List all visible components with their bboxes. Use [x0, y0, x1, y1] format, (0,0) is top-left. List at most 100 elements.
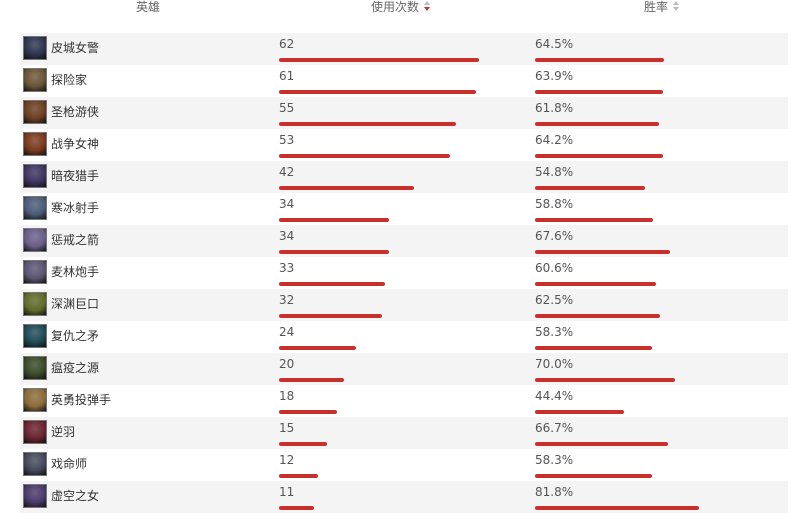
winrate-value: 64.2% — [535, 133, 574, 147]
winrate-bar — [535, 346, 652, 350]
kogmaw-portrait-icon — [23, 292, 47, 316]
winrate-value: 58.8% — [535, 197, 574, 211]
hero-name[interactable]: 寒冰射手 — [51, 201, 100, 215]
winrate-value: 81.8% — [535, 485, 574, 499]
lucian-portrait-icon — [23, 100, 47, 124]
table-row[interactable]: 战争女神 53 64.2% — [20, 129, 788, 161]
winrate-value: 58.3% — [535, 325, 574, 339]
table-row[interactable]: 深渊巨口 32 62.5% — [20, 289, 788, 321]
uses-bar — [279, 442, 327, 446]
kaisa-portrait-icon — [23, 484, 47, 508]
winrate-value: 61.8% — [535, 101, 574, 115]
varus-portrait-icon — [23, 228, 47, 252]
table-row[interactable]: 圣枪游侠 55 61.8% — [20, 97, 788, 129]
winrate-value: 60.6% — [535, 261, 574, 275]
header-hero: 英雄 — [136, 0, 160, 22]
winrate-bar — [535, 474, 652, 478]
table-row[interactable]: 麦林炮手 33 60.6% — [20, 257, 788, 289]
twitch-portrait-icon — [23, 356, 47, 380]
hero-name[interactable]: 暗夜猎手 — [51, 169, 100, 183]
hero-name[interactable]: 惩戒之箭 — [51, 233, 100, 247]
hero-name[interactable]: 复仇之矛 — [51, 329, 100, 343]
uses-count: 34 — [279, 197, 295, 211]
uses-count: 61 — [279, 69, 295, 83]
uses-count: 18 — [279, 389, 295, 403]
hero-name[interactable]: 探险家 — [51, 73, 88, 87]
hero-name[interactable]: 戏命师 — [51, 457, 88, 471]
winrate-bar — [535, 506, 699, 510]
uses-bar — [279, 346, 356, 350]
header-uses-sort-button[interactable]: 使用次数 — [371, 0, 431, 22]
ashe-portrait-icon — [23, 196, 47, 220]
uses-bar — [279, 378, 344, 382]
table-row[interactable]: 寒冰射手 34 58.8% — [20, 193, 788, 225]
hero-name[interactable]: 英勇投弹手 — [51, 393, 112, 407]
jhin-portrait-icon — [23, 452, 47, 476]
hero-name[interactable]: 麦林炮手 — [51, 265, 100, 279]
uses-count: 11 — [279, 485, 295, 499]
hero-name[interactable]: 战争女神 — [51, 137, 100, 151]
uses-count: 12 — [279, 453, 295, 467]
winrate-bar — [535, 154, 663, 158]
winrate-value: 66.7% — [535, 421, 574, 435]
winrate-value: 63.9% — [535, 69, 574, 83]
sort-icon — [672, 0, 680, 12]
uses-bar — [279, 186, 414, 190]
table-row[interactable]: 虚空之女 11 81.8% — [20, 481, 788, 513]
winrate-value: 58.3% — [535, 453, 574, 467]
winrate-bar — [535, 186, 645, 190]
winrate-bar — [535, 314, 660, 318]
table-row[interactable]: 逆羽 15 66.7% — [20, 417, 788, 449]
ezreal-portrait-icon — [23, 68, 47, 92]
uses-count: 24 — [279, 325, 295, 339]
header-winrate-label: 胜率 — [644, 0, 669, 14]
winrate-bar — [535, 58, 664, 62]
table-row[interactable]: 瘟疫之源 20 70.0% — [20, 353, 788, 385]
table-row[interactable]: 复仇之矛 24 58.3% — [20, 321, 788, 353]
uses-bar — [279, 410, 337, 414]
winrate-value: 70.0% — [535, 357, 574, 371]
uses-bar — [279, 58, 479, 62]
kalista-portrait-icon — [23, 324, 47, 348]
winrate-bar — [535, 410, 624, 414]
table-row[interactable]: 惩戒之箭 34 67.6% — [20, 225, 788, 257]
uses-count: 55 — [279, 101, 295, 115]
uses-count: 15 — [279, 421, 295, 435]
header-hero-label: 英雄 — [136, 0, 161, 14]
winrate-value: 44.4% — [535, 389, 574, 403]
table-row[interactable]: 暗夜猎手 42 54.8% — [20, 161, 788, 193]
winrate-bar — [535, 250, 670, 254]
hero-name[interactable]: 皮城女警 — [51, 41, 100, 55]
hero-name[interactable]: 圣枪游侠 — [51, 105, 100, 119]
header-winrate-sort-button[interactable]: 胜率 — [644, 0, 680, 22]
table-row[interactable]: 英勇投弹手 18 44.4% — [20, 385, 788, 417]
winrate-bar — [535, 90, 663, 94]
vayne-portrait-icon — [23, 164, 47, 188]
header-uses-label: 使用次数 — [371, 0, 420, 14]
xayah-portrait-icon — [23, 420, 47, 444]
table-row[interactable]: 探险家 61 63.9% — [20, 65, 788, 97]
uses-count: 33 — [279, 261, 295, 275]
winrate-bar — [535, 378, 675, 382]
hero-name[interactable]: 虚空之女 — [51, 489, 100, 503]
hero-name[interactable]: 深渊巨口 — [51, 297, 100, 311]
winrate-bar — [535, 122, 659, 126]
hero-name[interactable]: 逆羽 — [51, 425, 76, 439]
tristana-portrait-icon — [23, 260, 47, 284]
uses-bar — [279, 282, 385, 286]
winrate-value: 64.5% — [535, 37, 574, 51]
winrate-bar — [535, 218, 653, 222]
sivir-portrait-icon — [23, 132, 47, 156]
uses-bar — [279, 250, 389, 254]
uses-bar — [279, 314, 382, 318]
winrate-value: 67.6% — [535, 229, 574, 243]
caitlyn-portrait-icon — [23, 36, 47, 60]
uses-count: 32 — [279, 293, 295, 307]
table-row[interactable]: 皮城女警 62 64.5% — [20, 33, 788, 65]
winrate-bar — [535, 442, 668, 446]
hero-name[interactable]: 瘟疫之源 — [51, 361, 100, 375]
uses-bar — [279, 122, 456, 126]
uses-count: 20 — [279, 357, 295, 371]
table-row[interactable]: 戏命师 12 58.3% — [20, 449, 788, 481]
